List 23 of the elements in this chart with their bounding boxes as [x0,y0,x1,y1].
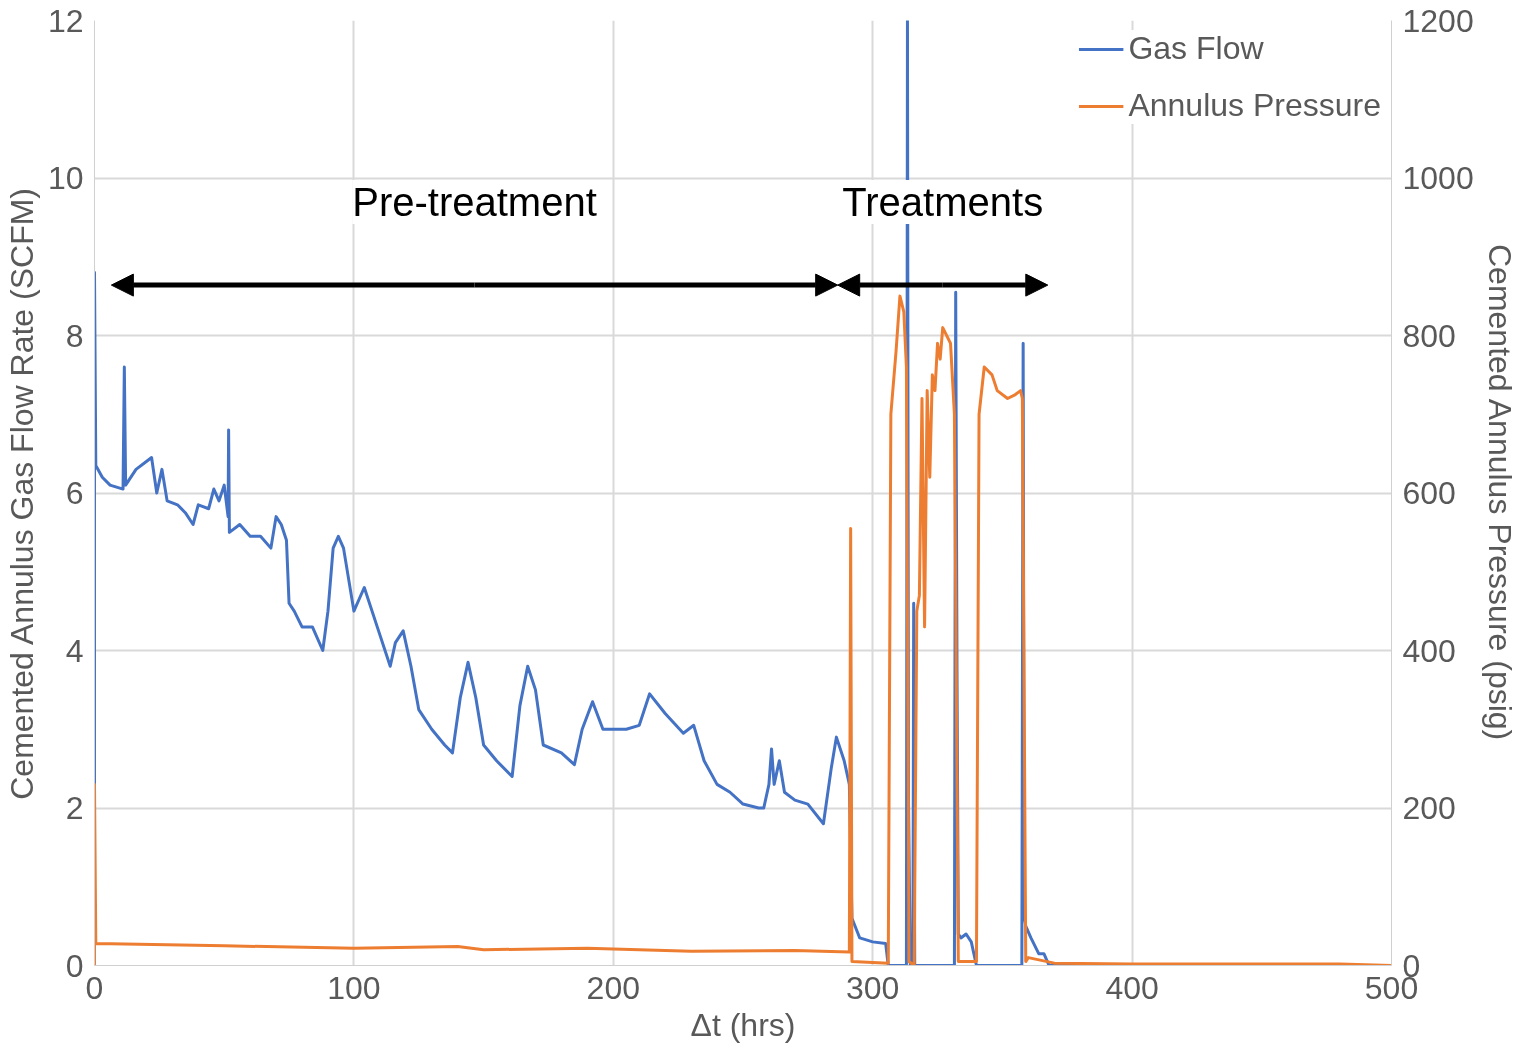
legend-label: Gas Flow [1128,30,1264,67]
y2-tick-label: 800 [1402,317,1456,354]
x-tick-label: 100 [327,969,381,1006]
y2-axis-title: Cemented Annulus Pressure (psig) [1481,243,1518,741]
y-tick-label: 8 [65,317,84,354]
annotation: Treatments [842,179,1044,224]
y2-tick-label: 600 [1402,475,1456,511]
y-tick-label: 4 [65,632,84,669]
y2-tick-label: 1000 [1402,160,1474,196]
y-tick-label: 12 [47,2,84,39]
x-tick-label: 200 [586,969,640,1006]
y2-tick-label: 400 [1402,632,1456,669]
y-tick-label: 2 [65,790,84,826]
y-tick-label: 6 [65,475,84,511]
x-axis-title: Δt (hrs) [690,1006,796,1043]
x-tick-label: 300 [846,969,900,1006]
y2-tick-label: 1200 [1402,2,1474,39]
y-axis-title: Cemented Annulus Gas Flow Rate (SCFM) [3,187,40,800]
legend-label: Annulus Pressure [1128,87,1381,124]
x-tick-label: 400 [1105,969,1159,1006]
y-tick-label: 10 [47,160,84,196]
y2-tick-label: 200 [1402,790,1456,826]
annotation: Pre-treatment [352,179,597,224]
